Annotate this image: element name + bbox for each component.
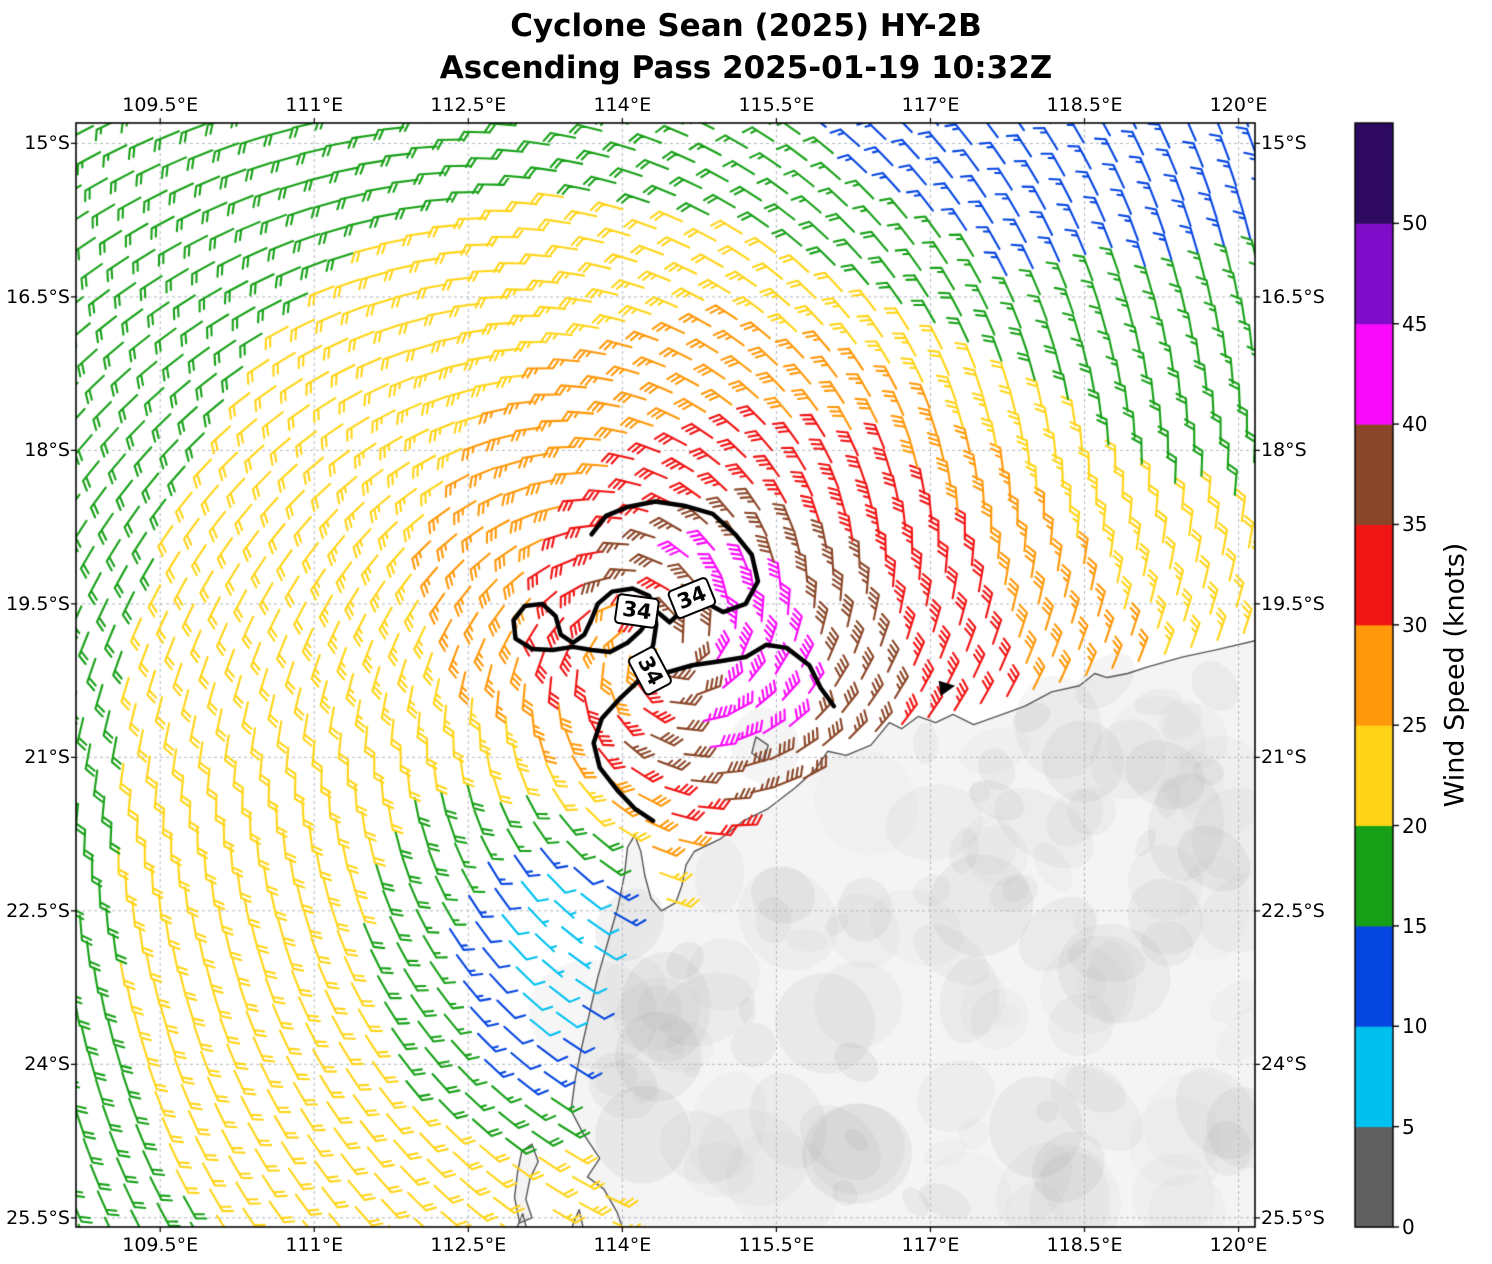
x-tick-label-bottom: 114°E — [593, 1234, 652, 1256]
x-tick-label-bottom: 111°E — [285, 1234, 344, 1256]
x-tick-label-top: 114°E — [593, 94, 652, 116]
x-tick-label-top: 120°E — [1209, 94, 1268, 116]
y-tick-label-right: 24°S — [1261, 1053, 1307, 1076]
y-tick-label-right: 16.5°S — [1261, 285, 1325, 308]
colorbar-tick-label: 30 — [1402, 612, 1428, 637]
x-tick-label-top: 115.5°E — [738, 94, 815, 116]
chart-title-line1: Cyclone Sean (2025) HY-2B — [510, 8, 982, 44]
x-tick-label-bottom: 115.5°E — [738, 1234, 815, 1256]
x-tick-label-bottom: 118.5°E — [1046, 1234, 1123, 1256]
y-tick-label-right: 18°S — [1261, 439, 1307, 462]
y-tick-label-left: 18°S — [24, 439, 70, 462]
x-tick-label-bottom: 120°E — [1209, 1234, 1268, 1256]
colorbar-axis-label: Wind Speed (knots) — [1439, 542, 1471, 808]
chart-title-line2: Ascending Pass 2025-01-19 10:32Z — [439, 50, 1053, 86]
x-tick-label-top: 112.5°E — [430, 94, 507, 116]
x-tick-label-top: 118.5°E — [1046, 94, 1123, 116]
y-tick-label-left: 21°S — [24, 746, 70, 769]
colorbar-tick-label: 5 — [1402, 1114, 1415, 1139]
y-tick-label-right: 21°S — [1261, 746, 1307, 769]
y-tick-label-right: 19.5°S — [1261, 592, 1325, 615]
y-tick-label-left: 22.5°S — [6, 899, 70, 922]
x-tick-label-bottom: 117°E — [901, 1234, 960, 1256]
x-tick-label-top: 109.5°E — [122, 94, 199, 116]
y-tick-label-right: 25.5°S — [1261, 1206, 1325, 1229]
x-tick-label-top: 111°E — [285, 94, 344, 116]
colorbar-tick-label: 50 — [1402, 211, 1428, 236]
y-tick-label-left: 25.5°S — [6, 1206, 70, 1229]
y-tick-label-left: 15°S — [24, 132, 70, 155]
x-tick-label-bottom: 109.5°E — [122, 1234, 199, 1256]
colorbar-tick-label: 25 — [1402, 713, 1428, 738]
colorbar-tick-label: 15 — [1402, 913, 1428, 938]
colorbar-tick-label: 20 — [1402, 813, 1428, 838]
x-tick-label-top: 117°E — [901, 94, 960, 116]
x-tick-label-bottom: 112.5°E — [430, 1234, 507, 1256]
contour-label-34: 34 — [613, 592, 661, 630]
y-tick-label-right: 15°S — [1261, 132, 1307, 155]
colorbar-tick-label: 35 — [1402, 512, 1428, 537]
y-tick-label-left: 16.5°S — [6, 285, 70, 308]
colorbar-tick-label: 0 — [1402, 1215, 1415, 1239]
colorbar-tick-label: 10 — [1402, 1014, 1428, 1039]
y-tick-label-right: 22.5°S — [1261, 899, 1325, 922]
colorbar-tick-label: 40 — [1402, 412, 1428, 437]
colorbar-tick-label: 45 — [1402, 311, 1428, 336]
y-tick-label-left: 19.5°S — [6, 592, 70, 615]
y-tick-label-left: 24°S — [24, 1053, 70, 1076]
